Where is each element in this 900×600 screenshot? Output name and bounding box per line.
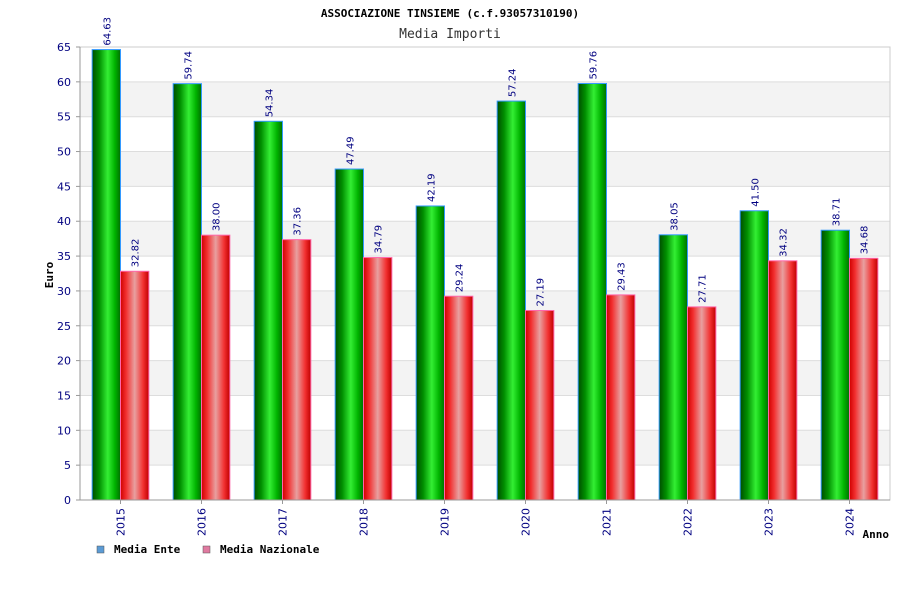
x-tick-label: 2022 xyxy=(682,508,695,536)
data-label: 59.74 xyxy=(183,51,194,80)
y-tick-label: 35 xyxy=(57,250,71,263)
data-label: 34.68 xyxy=(860,226,871,255)
y-tick-label: 5 xyxy=(64,459,71,472)
bar-media-ente xyxy=(496,100,526,501)
data-label: 41.50 xyxy=(750,178,761,207)
data-label: 27.19 xyxy=(536,278,547,307)
grid-band xyxy=(80,81,890,117)
x-tick-label: 2018 xyxy=(358,508,371,536)
legend: Media Ente Media Nazionale xyxy=(96,543,320,556)
y-tick-label: 65 xyxy=(57,41,71,54)
chart-subtitle: Media Importi xyxy=(399,27,501,42)
bar-media-nazionale xyxy=(525,310,555,501)
value-labels: 64.63 32.82 59.74 38.00 54.34 37.36 47.49 34.79… xyxy=(102,17,870,307)
data-label: 29.43 xyxy=(617,262,628,291)
y-tick-label: 40 xyxy=(57,215,71,228)
data-label: 64.63 xyxy=(102,17,113,46)
y-tick-label: 55 xyxy=(57,111,71,124)
data-label: 54.34 xyxy=(264,89,275,118)
bar-media-ente xyxy=(172,83,202,501)
data-label: 34.32 xyxy=(779,228,790,257)
data-label: 47.49 xyxy=(345,136,356,165)
y-tick-label: 10 xyxy=(57,424,71,437)
legend-swatch xyxy=(202,545,211,554)
x-tick-label: 2016 xyxy=(196,508,209,536)
data-label: 38.71 xyxy=(831,198,842,227)
y-axis-label: Euro xyxy=(43,261,56,288)
x-tick-label: 2023 xyxy=(763,508,776,536)
x-tick-label: 2019 xyxy=(439,508,452,536)
data-label: 32.82 xyxy=(131,239,142,268)
legend-label: Media Ente xyxy=(114,543,181,556)
y-tick-label: 25 xyxy=(57,320,71,333)
chart-title: ASSOCIAZIONE TINSIEME (c.f.93057310190) xyxy=(321,7,579,20)
bars xyxy=(91,49,879,501)
bar-media-ente xyxy=(820,229,851,501)
bar-media-nazionale xyxy=(363,257,393,501)
bar-media-ente xyxy=(658,234,689,501)
legend-swatch xyxy=(96,545,105,554)
data-label: 29.24 xyxy=(455,264,466,293)
y-tick-label: 15 xyxy=(57,389,71,402)
bar-media-ente xyxy=(334,168,364,501)
data-label: 38.05 xyxy=(669,202,680,231)
x-tick-label: 2021 xyxy=(601,508,614,536)
bar-media-nazionale xyxy=(606,294,636,501)
data-label: 38.00 xyxy=(212,203,223,232)
bar-media-ente xyxy=(415,205,445,501)
y-tick-label: 0 xyxy=(64,494,71,507)
bar-media-nazionale xyxy=(282,239,312,501)
data-label: 42.19 xyxy=(426,173,437,202)
x-axis: 2015 2016 2017 2018 2019 2020 2021 2022 2023 2024 xyxy=(115,500,857,536)
grid-band xyxy=(80,151,890,187)
bar-media-ente xyxy=(739,210,770,501)
data-label: 57.24 xyxy=(507,68,518,97)
x-axis-label: Anno xyxy=(863,528,890,541)
bar-media-ente xyxy=(253,120,283,501)
bar-media-ente xyxy=(91,49,122,501)
bar-media-nazionale xyxy=(768,260,798,501)
bar-media-nazionale xyxy=(444,295,474,501)
bar-media-ente xyxy=(577,83,608,501)
y-tick-label: 45 xyxy=(57,180,71,193)
bar-media-nazionale xyxy=(120,270,150,501)
data-label: 59.76 xyxy=(588,51,599,80)
bar-media-nazionale xyxy=(687,306,717,501)
x-tick-label: 2017 xyxy=(277,508,290,536)
y-tick-label: 20 xyxy=(57,355,71,368)
data-label: 34.79 xyxy=(374,225,385,254)
y-tick-label: 60 xyxy=(57,76,71,89)
y-axis: 0 5 10 15 20 25 30 35 40 45 50 55 60 65 xyxy=(57,41,80,507)
data-label: 37.36 xyxy=(293,207,304,236)
x-tick-label: 2024 xyxy=(844,508,857,536)
data-label: 27.71 xyxy=(698,274,709,303)
legend-label: Media Nazionale xyxy=(220,543,320,556)
x-tick-label: 2020 xyxy=(520,508,533,536)
bar-media-nazionale xyxy=(849,257,879,501)
x-tick-label: 2015 xyxy=(115,508,128,536)
bar-media-nazionale xyxy=(201,234,231,501)
y-tick-label: 30 xyxy=(57,285,71,298)
y-tick-label: 50 xyxy=(57,146,71,159)
